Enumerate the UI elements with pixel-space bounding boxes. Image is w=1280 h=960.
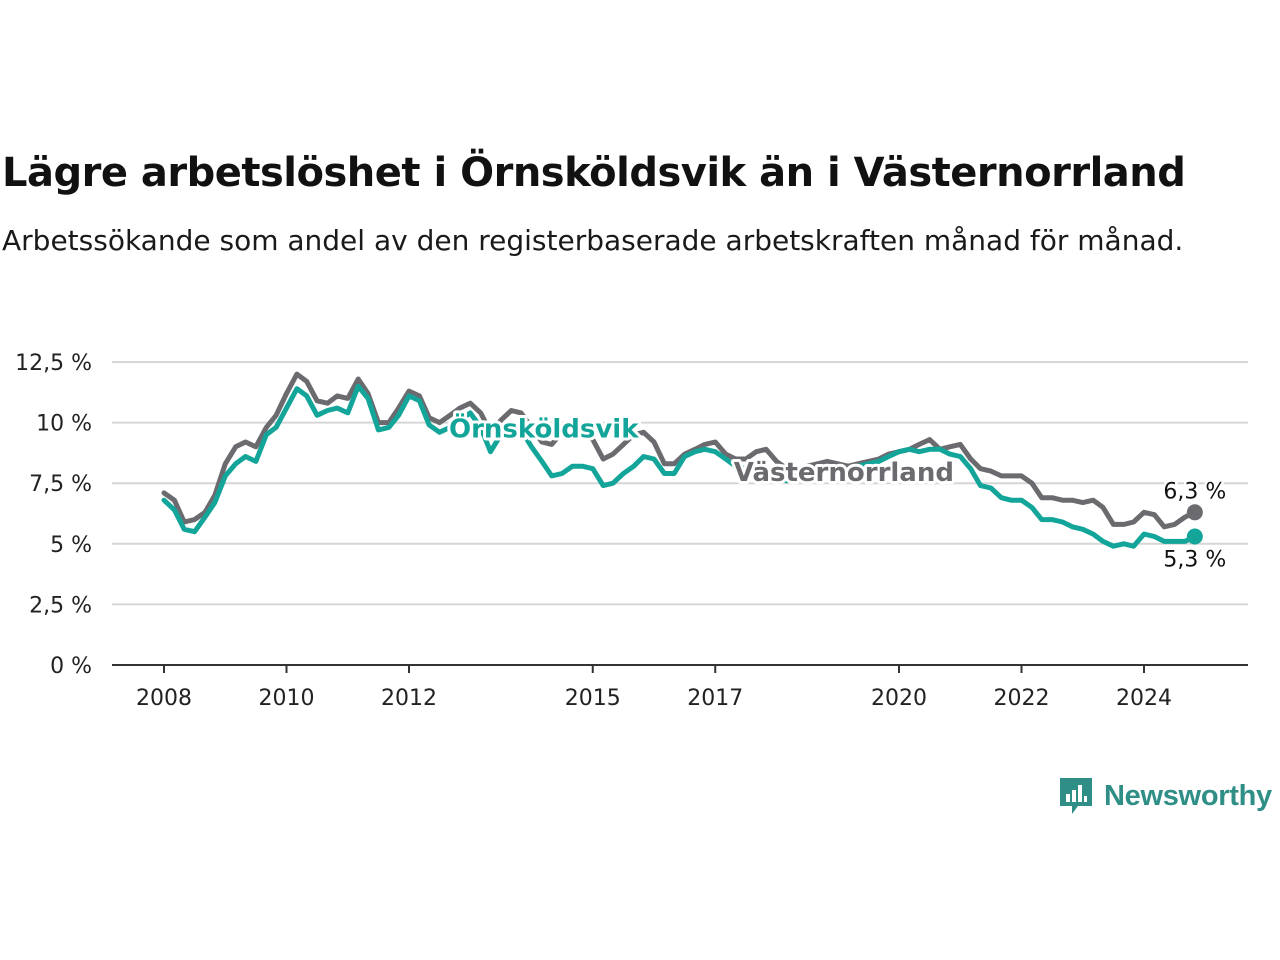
series-name-label: Västernorrland (734, 458, 954, 488)
x-tick-label: 2010 (259, 686, 315, 711)
x-tick-label: 2008 (136, 686, 192, 711)
end-value-label: 5,3 % (1163, 548, 1226, 573)
series-line-ornskoldsvik (161, 383, 1198, 549)
y-tick-label: 7,5 % (29, 472, 92, 497)
end-point-marker (1186, 528, 1203, 545)
series-name-label: Örnsköldsvik (449, 411, 639, 444)
brand-name: Newsworthy (1104, 779, 1272, 812)
end-point-marker (1186, 504, 1203, 521)
y-tick-label: 0 % (50, 654, 92, 679)
newsworthy-logo: Newsworthy (1058, 774, 1272, 818)
y-tick-label: 10 % (36, 412, 92, 437)
x-axis-ticks: 2008 2010 2012 2015 2017 2020 2022 2024 (112, 664, 1248, 711)
end-value-label: 6,3 % (1163, 479, 1226, 504)
series-labels: 6,3 % 5,3 % Örnsköldsvik Västernorrland (446, 408, 1229, 575)
x-tick-label: 2024 (1116, 686, 1172, 711)
x-tick-label: 2022 (994, 686, 1050, 711)
y-tick-label: 5 % (50, 533, 92, 558)
x-tick-label: 2012 (381, 686, 437, 711)
y-tick-label: 12,5 % (15, 351, 92, 376)
series-lines (161, 371, 1203, 549)
x-tick-label: 2017 (687, 686, 743, 711)
chart-title: Lägre arbetslöshet i Örnsköldsvik än i V… (2, 150, 1186, 196)
y-axis-ticks: 0 % 2,5 % 5 % 7,5 % 10 % 12,5 % (15, 351, 92, 679)
bar-chart-logo-icon (1060, 778, 1092, 814)
chart-subtitle: Arbetssökande som andel av den registerb… (2, 224, 1184, 257)
x-tick-label: 2015 (565, 686, 621, 711)
series-line-vasternorrland (161, 371, 1198, 530)
x-tick-label: 2020 (871, 686, 927, 711)
y-tick-label: 2,5 % (29, 593, 92, 618)
gridlines (112, 361, 1248, 606)
